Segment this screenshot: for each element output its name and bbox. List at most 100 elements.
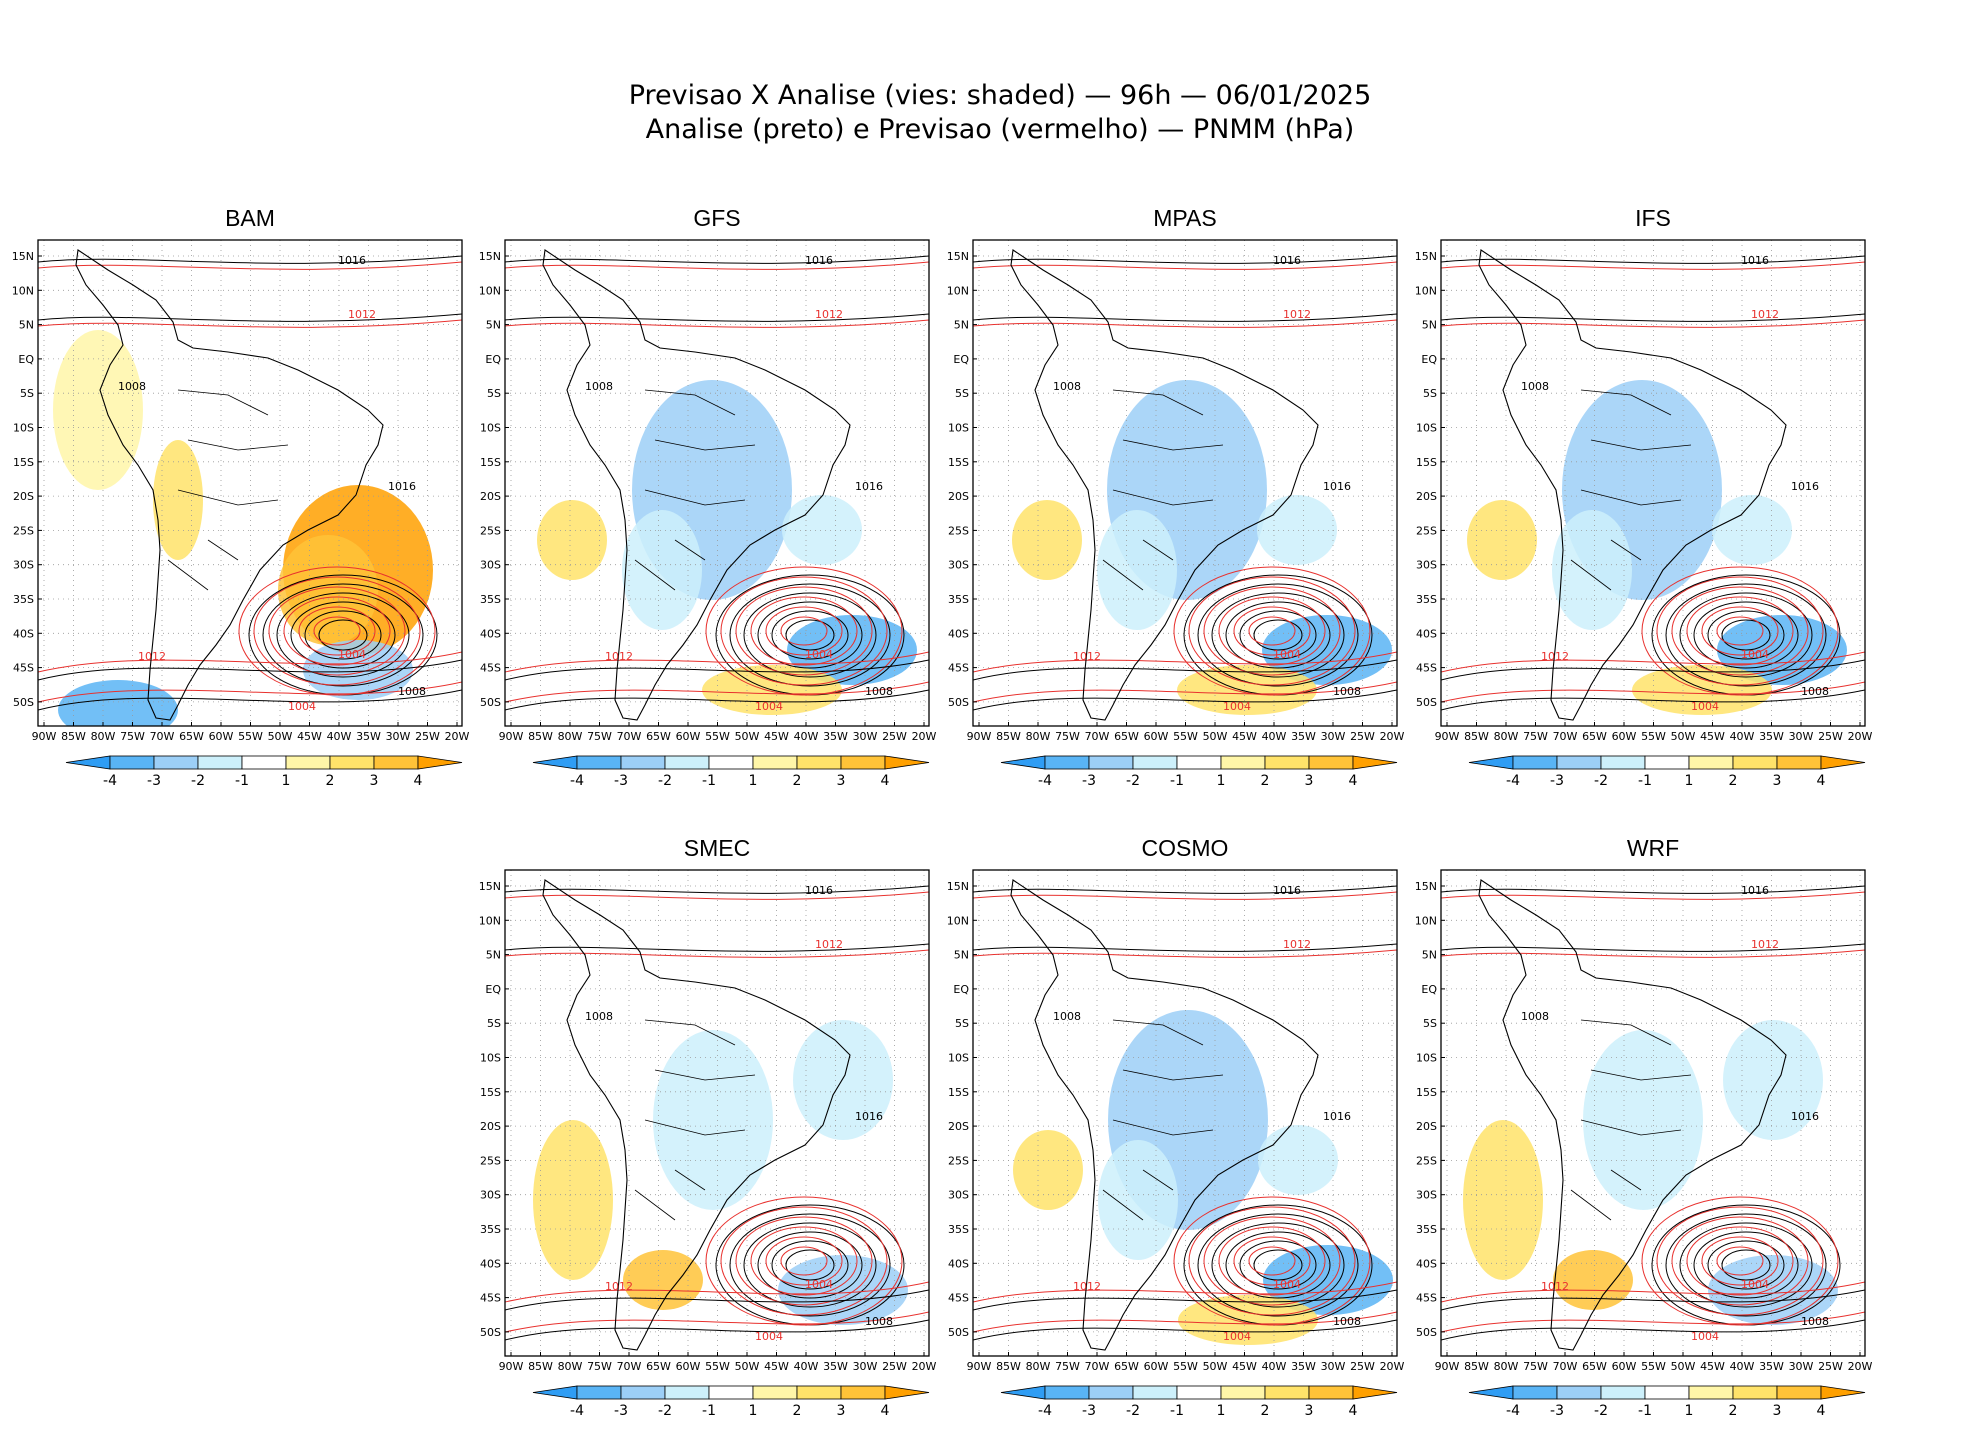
- lon-tick-label: 80W: [1026, 730, 1051, 743]
- colorbar-segment: [840, 755, 886, 770]
- colorbar-label: -3: [1550, 1403, 1564, 1419]
- bias-shading-area: [153, 440, 203, 560]
- bias-shading-area: [793, 1020, 893, 1140]
- isobar-label: 1012: [348, 308, 376, 321]
- analysis-isobar: [1665, 583, 1827, 687]
- colorbar-segment: [1264, 1385, 1310, 1400]
- colorbar-label: 4: [881, 1403, 890, 1419]
- colorbar-segment: [576, 1385, 622, 1400]
- lat-tick-label: 45S: [1416, 662, 1437, 675]
- colorbar-label: -1: [235, 773, 249, 789]
- colorbar-label: 3: [1773, 1403, 1782, 1419]
- lat-tick-label: EQ: [1421, 353, 1437, 366]
- colorbar-segment: [1176, 1385, 1222, 1400]
- isobar-label: 1016: [805, 254, 833, 267]
- analysis-isobar: [38, 659, 462, 681]
- lon-tick-label: 20W: [1380, 1360, 1405, 1373]
- lon-tick-label: 70W: [150, 730, 175, 743]
- analysis-isobar: [771, 610, 849, 660]
- lon-tick-label: 25W: [1350, 1360, 1375, 1373]
- lon-tick-label: 75W: [1523, 1360, 1548, 1373]
- lon-tick-label: 45W: [1700, 730, 1725, 743]
- lat-tick-label: 5S: [1423, 1017, 1437, 1030]
- analysis-isobar: [505, 1319, 929, 1341]
- lat-tick-label: 50S: [13, 696, 34, 709]
- analysis-isobar: [38, 313, 462, 322]
- lat-tick-label: 15S: [948, 1086, 969, 1099]
- analysis-isobar: [1441, 943, 1865, 952]
- analysis-isobar: [1665, 1213, 1827, 1317]
- isobar-label: 1008: [1521, 1010, 1549, 1023]
- lon-tick-label: 65W: [1582, 730, 1607, 743]
- forecast-isobar: [1686, 596, 1794, 666]
- isobar-label: 1004: [288, 700, 316, 713]
- forecast-isobar: [1701, 1236, 1779, 1286]
- analysis-isobar: [318, 619, 368, 651]
- colorbar-label: -4: [1038, 773, 1052, 789]
- colorbar-segment: [1308, 1385, 1354, 1400]
- colorbar-label: 4: [414, 773, 423, 789]
- colorbar-segment: [65, 755, 111, 770]
- lon-tick-label: 35W: [356, 730, 381, 743]
- forecast-isobar: [1716, 616, 1764, 646]
- colorbar-segment: [1352, 755, 1398, 770]
- lon-tick-label: 75W: [587, 1360, 612, 1373]
- lon-tick-label: 90W: [499, 1360, 524, 1373]
- forecast-isobar: [313, 616, 361, 646]
- isobar-label: 1008: [118, 380, 146, 393]
- colorbar-label: -2: [658, 1403, 672, 1419]
- lat-tick-label: 15N: [12, 250, 34, 263]
- forecast-isobar: [973, 681, 1397, 703]
- lon-tick-label: 80W: [1026, 1360, 1051, 1373]
- isobar-label: 1012: [815, 308, 843, 321]
- isobar-label: 1016: [1791, 1110, 1819, 1123]
- bias-shading-area: [1098, 1140, 1178, 1260]
- lon-tick-label: 70W: [617, 730, 642, 743]
- lon-tick-label: 35W: [1759, 1360, 1784, 1373]
- lat-tick-label: 45S: [1416, 1292, 1437, 1305]
- map-area: 1016 1012 1008 1004 1016 1012 1008 1004: [973, 240, 1397, 726]
- lat-tick-label: 35S: [948, 1223, 969, 1236]
- lon-tick-label: 85W: [528, 730, 553, 743]
- colorbar-label: -3: [1082, 1403, 1096, 1419]
- isobar-label: 1016: [338, 254, 366, 267]
- lon-tick-label: 45W: [1232, 1360, 1257, 1373]
- figure-title-line-1: Previsao X Analise (vies: shaded) — 96h …: [629, 80, 1372, 111]
- isobar-label: 1008: [585, 380, 613, 393]
- lat-tick-label: 20S: [1416, 490, 1437, 503]
- lon-tick-label: 65W: [646, 1360, 671, 1373]
- lon-tick-label: 85W: [1464, 1360, 1489, 1373]
- colorbar-segment: [1776, 755, 1822, 770]
- analysis-isobar: [505, 943, 929, 952]
- lon-tick-label: 30W: [1789, 730, 1814, 743]
- lat-tick-label: 10N: [1415, 284, 1437, 297]
- colorbar-segment: [1132, 1385, 1178, 1400]
- colorbar-label: -4: [570, 773, 584, 789]
- forecast-isobar: [1188, 1206, 1356, 1316]
- lon-tick-label: 55W: [238, 730, 263, 743]
- isobar-label: 1004: [338, 648, 366, 661]
- lon-tick-label: 90W: [499, 730, 524, 743]
- isobar-label: 1004: [1691, 700, 1719, 713]
- lon-tick-label: 75W: [587, 730, 612, 743]
- isobar-label: 1016: [1791, 480, 1819, 493]
- lat-tick-label: 20S: [13, 490, 34, 503]
- lat-tick-label: 50S: [480, 1326, 501, 1339]
- isobar-label: 1004: [755, 1330, 783, 1343]
- colorbar-label: -4: [1506, 1403, 1520, 1419]
- lon-tick-label: 35W: [1291, 1360, 1316, 1373]
- analysis-isobar: [304, 610, 382, 660]
- lon-tick-label: 60W: [1612, 1360, 1637, 1373]
- map-area: 1016 1012 1008 1004 1016 1012 1008 1004: [973, 870, 1397, 1356]
- colorbar-segment: [1512, 755, 1558, 770]
- isobar-label: 1016: [1741, 254, 1769, 267]
- lat-tick-label: 45S: [948, 662, 969, 675]
- colorbar-label: 2: [326, 773, 335, 789]
- forecast-isobar: [1233, 1236, 1311, 1286]
- lon-tick-label: 85W: [528, 1360, 553, 1373]
- lon-tick-label: 70W: [1553, 1360, 1578, 1373]
- analysis-isobar: [1197, 1213, 1359, 1317]
- lon-tick-label: 30W: [853, 730, 878, 743]
- lon-tick-label: 65W: [1114, 730, 1139, 743]
- forecast-isobar: [505, 1281, 929, 1303]
